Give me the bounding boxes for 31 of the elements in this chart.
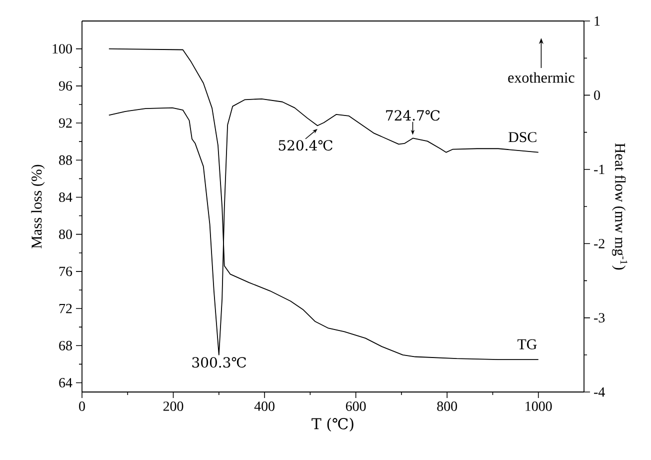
series-label: TG (518, 339, 537, 350)
annotation: 520.4℃ (278, 140, 332, 151)
y-tick-label: 88 (59, 155, 72, 165)
y-tick-label: 84 (59, 192, 72, 202)
y-tick-label: 96 (58, 81, 72, 91)
annotation: exothermic (508, 72, 574, 83)
y-tick-label: 80 (59, 230, 72, 240)
x-tick-label: 200 (163, 402, 184, 411)
series-label: DSC (508, 132, 536, 142)
y-tick-label: 100 (52, 44, 72, 54)
y2-tick-label: -4 (594, 387, 605, 397)
y-tick-label: 72 (59, 304, 72, 314)
y2-axis-title: Heat flow (mw mg$^{-1}$) (612, 143, 628, 270)
y2-tick-label: 0 (594, 90, 600, 100)
y2-tick-label: -2 (594, 238, 604, 248)
annotation: 724.7℃ (386, 110, 440, 121)
x-tick-label: 400 (254, 402, 274, 411)
y-tick-label: 76 (59, 266, 72, 276)
y2-tick-label: -3 (594, 313, 605, 322)
y-tick-label: 68 (59, 340, 72, 350)
x-tick-label: 600 (346, 402, 366, 411)
y2-tick-label: -1 (594, 164, 604, 174)
y-tick-label: 92 (58, 118, 72, 128)
x-tick-label: 800 (437, 402, 458, 411)
x-tick-label: 1000 (526, 402, 552, 411)
y-axis-title: Mass loss (%) (31, 164, 45, 248)
y2-tick-label: 1 (594, 16, 600, 26)
x-axis-title: T (℃) (312, 418, 354, 432)
x-tick-label: 0 (79, 402, 85, 411)
annotation: 300.3℃ (192, 357, 246, 368)
y-tick-label: 64 (59, 378, 72, 388)
